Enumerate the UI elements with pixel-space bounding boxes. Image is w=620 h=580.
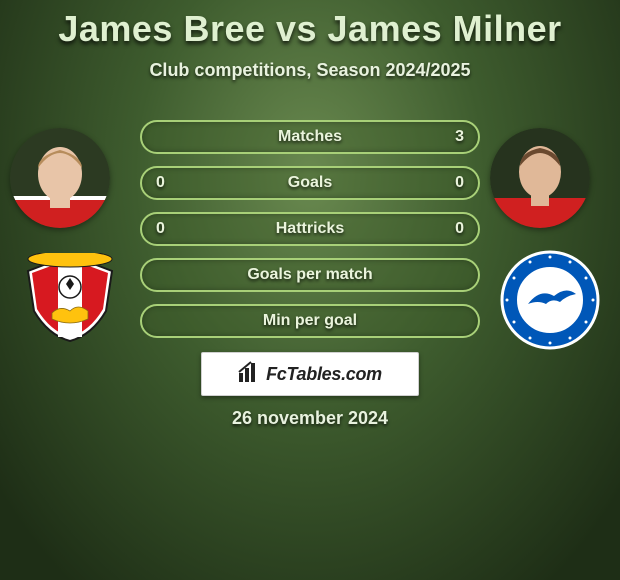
club-right-badge bbox=[500, 250, 600, 350]
stat-right-value: 0 bbox=[455, 174, 464, 192]
page-title: James Bree vs James Milner bbox=[0, 8, 620, 50]
stats-panel: Matches 3 0 Goals 0 0 Hattricks 0 Goals … bbox=[140, 120, 480, 350]
stat-row-min-per-goal: Min per goal bbox=[140, 304, 480, 338]
player-right-avatar bbox=[490, 128, 590, 228]
stat-left-value: 0 bbox=[156, 174, 165, 192]
club-left-badge bbox=[20, 253, 120, 343]
stat-row-goals-per-match: Goals per match bbox=[140, 258, 480, 292]
stat-row-hattricks: 0 Hattricks 0 bbox=[140, 212, 480, 246]
brand-text: FcTables.com bbox=[266, 364, 382, 385]
stat-label: Matches bbox=[278, 128, 342, 146]
stats-bars-icon bbox=[238, 361, 260, 388]
player-left-avatar bbox=[10, 128, 110, 228]
stat-left-value: 0 bbox=[156, 220, 165, 238]
stat-label: Goals per match bbox=[247, 266, 372, 284]
stat-label: Hattricks bbox=[276, 220, 344, 238]
stat-row-goals: 0 Goals 0 bbox=[140, 166, 480, 200]
stat-right-value: 3 bbox=[455, 128, 464, 146]
stat-right-value: 0 bbox=[455, 220, 464, 238]
stat-label: Goals bbox=[288, 174, 332, 192]
stat-label: Min per goal bbox=[263, 312, 357, 330]
subtitle: Club competitions, Season 2024/2025 bbox=[0, 60, 620, 81]
stat-row-matches: Matches 3 bbox=[140, 120, 480, 154]
brand-box: FcTables.com bbox=[201, 352, 419, 396]
date-text: 26 november 2024 bbox=[0, 408, 620, 429]
